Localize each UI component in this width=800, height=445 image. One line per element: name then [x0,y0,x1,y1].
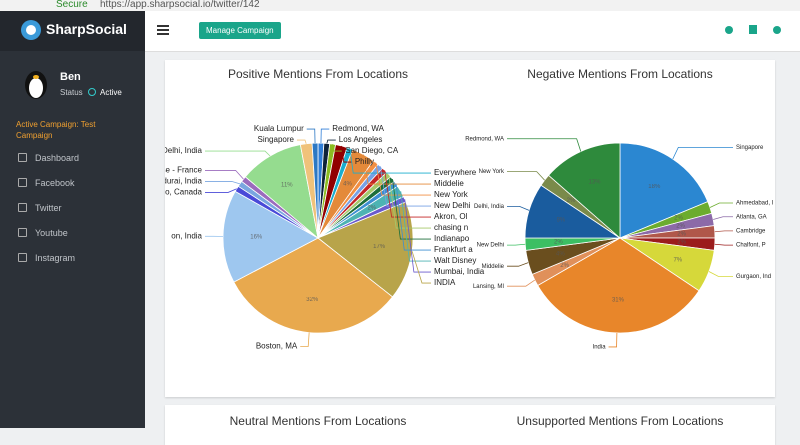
label-connector [709,271,733,276]
slice-label: Mumbai, India [434,267,485,276]
slice-percent: 16% [250,235,263,241]
slice-label: Los Angeles [339,135,383,144]
slice-label: Delhi, India [474,204,505,210]
slice-label: Gurgaon, Ind [736,274,771,280]
slice-percent: 2% [676,224,685,230]
slice-label: Akron, Ol [434,212,468,221]
slice-label: Boston, MA [256,342,298,351]
slice-percent: 4% [556,252,565,258]
slice-percent: 7% [673,257,682,263]
slice-label: Ahmedabad, I [736,201,774,207]
slice-label: Redmond, WA [465,136,504,142]
chart-title: Positive Mentions From Locations [228,67,408,81]
slice-label: chasing n [434,223,468,232]
slice-percent: 31% [612,297,625,303]
slice-label: New Delhi [477,243,504,249]
slice-percent: 2% [677,232,686,238]
slice-percent: 2% [677,240,686,246]
slice-percent: 4% [343,181,352,187]
label-connector [507,172,545,181]
slice-label: New Delhi [434,201,471,210]
slice-label: Madurai, India [151,177,202,186]
slice-label: Singapore [736,145,764,151]
label-connector [297,140,306,144]
chart-title: Neutral Mentions From Locations [230,414,407,428]
label-connector [205,181,240,183]
slice-label: San Diego, CA [345,146,399,155]
label-connector [412,251,431,283]
slice-label: Redmond, WA [332,124,384,133]
charts: Positive Mentions From Locations 4% 2% 17% 3… [0,0,800,428]
slice-label: Singapore [257,135,294,144]
slice-percent: 17% [373,244,386,250]
chart-title: Unsupported Mentions From Locations [517,414,724,428]
slice-percent: 11% [281,182,293,188]
slice-percent: 32% [306,297,319,303]
label-connector [715,231,733,232]
slice-label: INDIA [434,278,456,287]
label-connector [507,263,528,267]
slice-label: Cambridge [736,228,766,234]
slice-label: Middelie [434,179,464,188]
label-connector [300,333,309,347]
slice-label: India [593,345,607,351]
label-connector [507,244,525,245]
slice-label: Indianapo [434,234,470,243]
slice-label: Kuala Lumpur [254,124,304,133]
label-connector [673,147,733,159]
slice-label: Suisse - France [146,166,203,175]
slice-label: lo, Canada [163,188,202,197]
slice-label: New York [434,190,469,199]
slice-percent: 2% [567,198,576,204]
label-connector [327,140,336,143]
label-connector [205,189,237,193]
slice-label: Middelie [482,264,505,270]
label-connector [205,170,243,179]
label-connector [715,244,733,245]
page: Secure https://app.sharpsocial.io/twitte… [0,0,800,428]
slice-label: Lansing, MI [473,284,504,290]
slice-label: Chalfont, P [736,243,766,249]
slice-label: New York [479,169,505,175]
slice-percent: 18% [648,184,661,190]
label-connector [507,139,581,152]
label-connector [609,333,617,347]
label-connector [507,280,535,286]
slice-label: on, India [171,231,202,240]
slice-percent: 13% [589,179,602,185]
chart-area: Positive Mentions From Locations 4% 2% 17% 3… [144,67,774,428]
label-connector [205,151,270,156]
slice-percent: 9% [557,218,566,224]
label-connector [307,129,315,143]
slice-label: Everywhere [434,168,477,177]
label-connector [710,203,733,208]
label-connector [507,206,529,210]
label-connector [321,129,329,143]
slice-label: Frankfurt a [434,245,473,254]
slice-percent: 2% [560,263,569,269]
slice-percent: 2% [554,240,563,246]
chart-title: Negative Mentions From Locations [527,67,712,81]
slice-label: Atlanta, GA [736,214,767,220]
slice-label: New Delhi, India [144,146,203,155]
label-connector [713,217,733,220]
slice-percent: 2% [674,216,683,222]
slice-label: Walt Disney [434,256,476,265]
